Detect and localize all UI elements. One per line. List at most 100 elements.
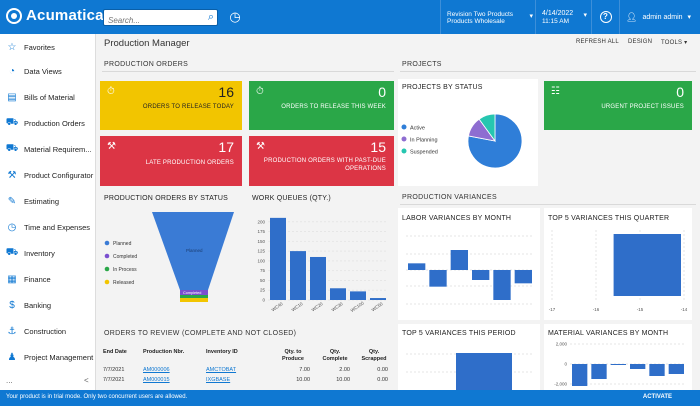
x-tick-label: WC30 [331,301,345,313]
y-tick-label: 25 [260,288,266,293]
panel-title: TOP 5 VARIANCES THIS QUARTER [548,215,670,222]
divider [400,71,696,72]
search-box[interactable]: ⌕ [103,9,218,28]
column-header[interactable]: Inventory ID [206,349,238,355]
y-tick-label: 0 [564,362,567,367]
tile-orders-release-week[interactable]: ⏱︎ 0 ORDERS TO RELEASE THIS WEEK [249,81,394,130]
panel-orders-to-review-title: ORDERS TO REVIEW (COMPLETE AND NOT CLOSE… [104,330,297,337]
chevron-down-icon: ▾ [529,13,533,20]
wrench-icon: ⚒︎ [7,169,17,181]
labor-variances-chart [406,235,534,305]
tile-urgent-project-issues[interactable]: ☷ 0 URGENT PROJECT ISSUES [544,81,692,130]
tile-value: 15 [370,139,386,155]
bar-wc100 [350,291,366,300]
sidebar-item-banking[interactable]: $ Banking [0,292,96,318]
help-button[interactable]: ? [591,0,619,34]
cell-inventory-id[interactable]: IXGBASE [206,377,231,383]
clock-icon: ◷ [7,221,17,233]
sidebar-item-bills-of-material[interactable]: ▤ Bills of Material [0,84,96,110]
wrench-icon: ⚒︎ [107,141,116,152]
column-header[interactable]: Production Nbr. [143,349,185,355]
y-tick-label: 0 [262,298,265,303]
org-chart-icon: ☷ [551,86,560,97]
variance-bar [572,364,588,386]
tile-value: 0 [676,84,684,100]
tile-past-due-operations[interactable]: ⚒︎ 15 PRODUCTION ORDERS WITH PAST-DUE OP… [249,136,394,186]
more-icon[interactable]: ... [6,376,13,385]
sidebar-item-label: Project Management [24,352,94,362]
company-selector[interactable]: Revision Two Products Products Wholesale… [440,0,535,34]
pie-chart: Active In Planning Suspended [401,113,523,169]
business-time: 11:15 AM [542,18,569,25]
top5-quarter-chart: -17 -16 -15 -14 [549,230,688,312]
cell-production-nbr[interactable]: AM000006 [143,367,170,373]
user-name: admin admin [642,13,683,21]
y-tick-label: 125 [257,249,265,254]
x-tick-label: -15 [637,307,644,312]
tile-label: ORDERS TO RELEASE THIS WEEK [281,104,386,110]
panel-title: PROJECTS BY STATUS [402,84,483,91]
truck-icon: ⛟︎ [5,116,19,128]
sidebar-item-favorites[interactable]: ☆ Favorites [0,34,96,60]
acumatica-logo[interactable]: Acumatica [6,7,104,24]
variance-bar [450,250,468,270]
x-tick-label: WC10 [291,301,305,313]
panel-work-queues: WORK QUEUES (QTY.) 0 25 50 75 100 125 150 175 20… [248,192,394,319]
design-button[interactable]: DESIGN [628,39,653,45]
stopwatch-icon: ⏱︎ [107,86,115,97]
sidebar-item-production-orders[interactable]: ⛟︎ Production Orders [0,110,96,136]
funnel-label-planned: Planned [186,248,203,253]
variance-bar [610,364,626,365]
refresh-all-button[interactable]: REFRESH ALL [576,39,619,45]
tools-label: TOOLS [661,40,683,46]
sidebar-item-data-views[interactable]: ◔ Data Views [0,58,96,84]
search-input[interactable] [104,13,199,28]
history-icon[interactable]: ◷ [229,9,241,24]
sidebar-item-label: Data Views [24,66,62,76]
branch-name: Products Wholesale [447,18,505,25]
tile-label: URGENT PROJECT ISSUES [601,104,684,110]
cell-production-nbr[interactable]: AM000015 [143,377,170,383]
sidebar-item-construction[interactable]: ⚓︎ Construction [0,318,96,344]
variance-bar [649,364,665,376]
cell-qty-to-produce: 10.00 [296,377,310,383]
x-tick-label: WC20 [311,301,325,313]
sidebar-item-label: Production Orders [24,118,85,128]
sidebar-item-label: Inventory [24,248,55,258]
work-queues-chart: 0 25 50 75 100 125 150 175 200 WC40 WC10 WC20 WC30 WC… [257,217,388,313]
panel-labor-variances: LABOR VARIANCES BY MONTH [398,208,540,320]
search-icon[interactable]: ⌕ [207,11,214,23]
sidebar-item-estimating[interactable]: ✎ Estimating [0,188,96,214]
legend-active: Active [410,126,425,132]
cell-qty-to-produce: 7.00 [299,367,310,373]
variance-bar [472,270,490,280]
sidebar-item-project-management[interactable]: ♟︎ Project Management [0,344,96,370]
sidebar-item-finance[interactable]: ▦ Finance [0,266,96,292]
user-menu[interactable]: 👤︎ admin admin ▾ [619,0,700,34]
column-header[interactable]: Qty. to Produce [281,349,304,362]
x-tick-label: -16 [593,307,600,312]
panel-material-variances: MATERIAL VARIANCES BY MONTH 2,000 0 -2,000 [544,324,692,390]
date-selector[interactable]: 4/14/2022 11:15 AM ▾ [535,0,591,34]
column-header[interactable]: Qty. Scrapped [361,349,387,362]
tools-menu[interactable]: TOOLS ▾ [661,39,687,46]
sidebar-item-inventory[interactable]: ⛟︎ Inventory [0,240,96,266]
tile-orders-release-today[interactable]: ⏱︎ 16 ORDERS TO RELEASE TODAY [100,81,242,130]
y-tick-label: 200 [257,219,265,224]
logo-text: Acumatica [26,7,104,24]
activate-button[interactable]: ACTIVATE [642,394,672,400]
column-header[interactable]: End Date [103,349,127,355]
bar-wc50 [370,298,386,300]
sidebar-item-material-requirements[interactable]: ⛟︎ Material Requirem... [0,136,96,162]
tile-late-orders[interactable]: ⚒︎ 17 LATE PRODUCTION ORDERS [100,136,242,186]
cell-inventory-id[interactable]: AMCTOBAT [206,367,237,373]
y-tick-label: 175 [257,229,265,234]
collapse-sidebar-icon[interactable]: < [84,376,89,385]
variance-bar [613,234,681,296]
sidebar-item-product-configurator[interactable]: ⚒︎ Product Configurator [0,162,96,188]
column-header[interactable]: Qty. Complete [322,349,348,362]
sidebar-item-time-and-expenses[interactable]: ◷ Time and Expenses [0,214,96,240]
bar-wc40 [270,217,286,300]
variance-bar [668,364,684,374]
tile-label: OPERATIONS [345,166,386,172]
